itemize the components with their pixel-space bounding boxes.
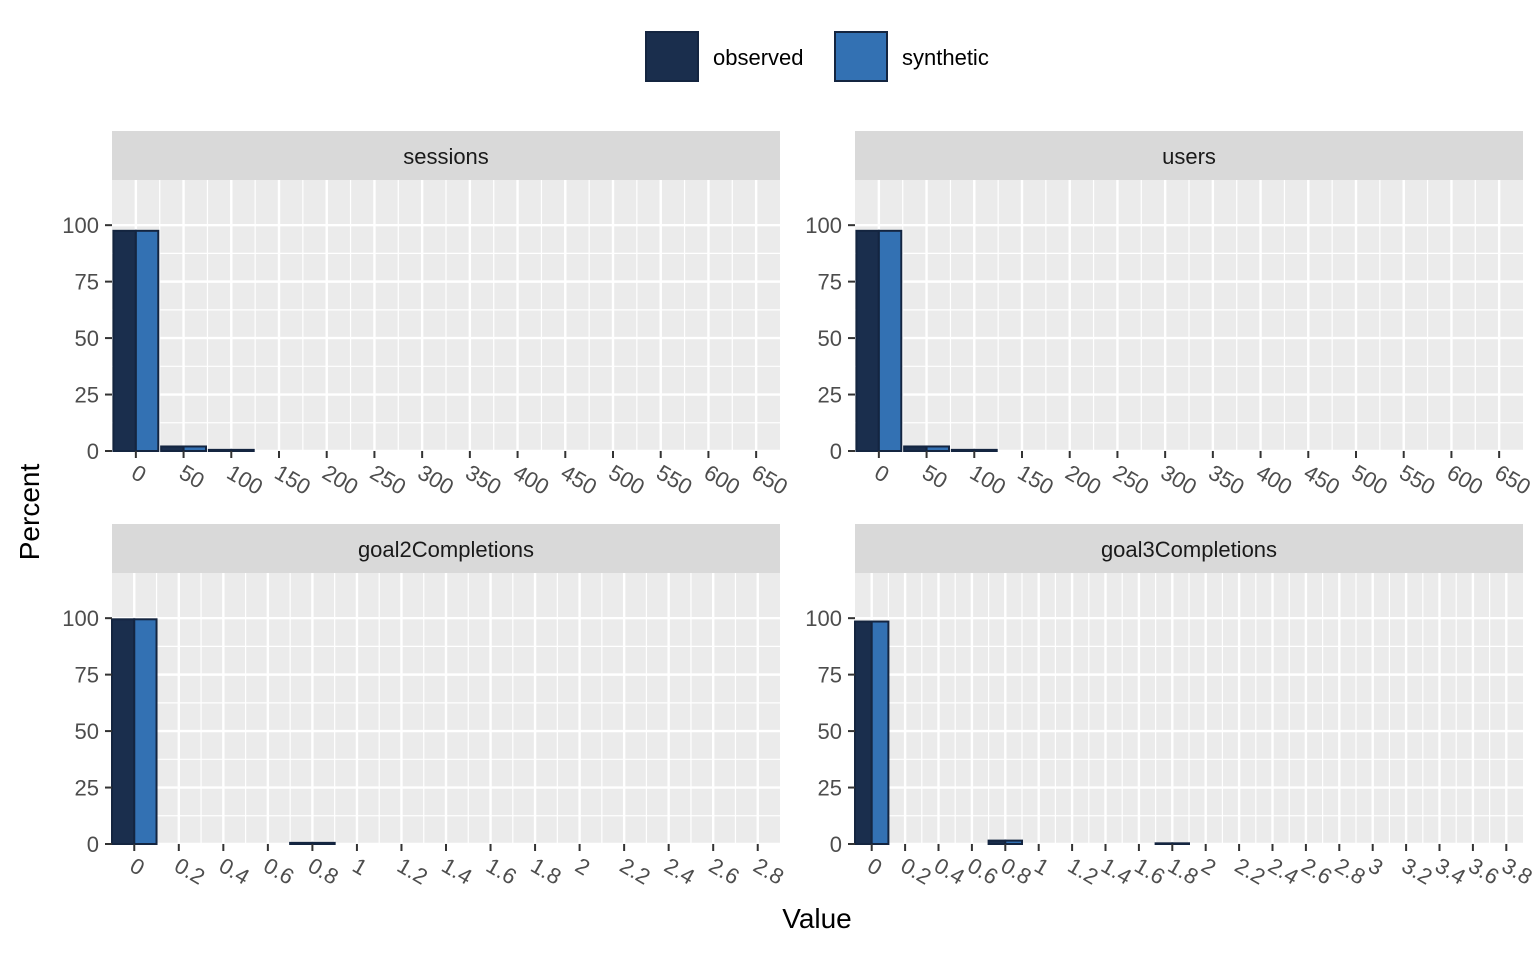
bar-synthetic-0	[133, 618, 158, 845]
y-tick-label: 100	[805, 213, 842, 238]
facet-strip-label: goal3Completions	[1101, 537, 1277, 562]
y-tick-label: 0	[830, 832, 842, 857]
y-tick-label: 75	[75, 270, 99, 295]
legend-label-observed: observed	[713, 45, 804, 70]
bar-synthetic-50	[925, 445, 950, 453]
y-tick-label: 0	[87, 832, 99, 857]
legend-label-synthetic: synthetic	[902, 45, 989, 70]
bar-synthetic-0	[877, 229, 903, 452]
y-tick-label: 0	[87, 439, 99, 464]
facet-strip	[855, 524, 1523, 573]
y-tick-label: 100	[805, 606, 842, 631]
y-tick-label: 25	[818, 383, 842, 408]
bar-observed-0	[855, 229, 880, 452]
bar-observed-0	[112, 229, 137, 452]
facet-strip-label: sessions	[403, 144, 489, 169]
y-tick-label: 25	[818, 776, 842, 801]
y-tick-label: 25	[75, 776, 99, 801]
bar-observed-100	[950, 448, 976, 452]
y-tick-label: 100	[62, 606, 99, 631]
bar-observed-0	[111, 618, 136, 845]
facet-strip	[112, 131, 780, 180]
bar-observed-0-8	[289, 841, 314, 846]
bar-synthetic-100	[973, 448, 998, 452]
y-tick-label: 75	[75, 663, 99, 688]
y-tick-label: 50	[818, 326, 842, 351]
x-axis-title: Value	[782, 903, 852, 934]
bar-synthetic-1-8	[1171, 842, 1191, 846]
bar-observed-0-8	[987, 839, 1007, 845]
y-tick-label: 100	[62, 213, 99, 238]
facet-strip-label: goal2Completions	[358, 537, 534, 562]
y-tick-label: 25	[75, 383, 99, 408]
y-tick-label: 75	[818, 270, 842, 295]
y-tick-label: 0	[830, 439, 842, 464]
y-tick-label: 50	[818, 719, 842, 744]
legend-swatch-synthetic	[834, 31, 888, 82]
bar-observed-100	[207, 448, 233, 452]
facet-strip-label: users	[1162, 144, 1216, 169]
bar-observed-50	[903, 445, 928, 453]
y-axis-title: Percent	[14, 464, 45, 561]
facet-strip	[855, 131, 1523, 180]
bar-observed-50	[160, 445, 185, 453]
bar-synthetic-0-8	[1004, 839, 1023, 845]
y-tick-label: 50	[75, 326, 99, 351]
bar-synthetic-100	[230, 448, 255, 452]
bar-synthetic-0-8	[311, 841, 336, 846]
legend-swatch-observed	[645, 31, 699, 82]
y-tick-label: 75	[818, 663, 842, 688]
bar-observed-0	[854, 620, 873, 845]
bar-observed-1-8	[1154, 842, 1174, 846]
y-tick-label: 50	[75, 719, 99, 744]
facet-strip	[112, 524, 780, 573]
legend: observed synthetic	[645, 31, 989, 82]
bar-synthetic-0	[134, 229, 160, 452]
bar-synthetic-50	[182, 445, 207, 453]
bar-synthetic-0	[870, 620, 890, 845]
